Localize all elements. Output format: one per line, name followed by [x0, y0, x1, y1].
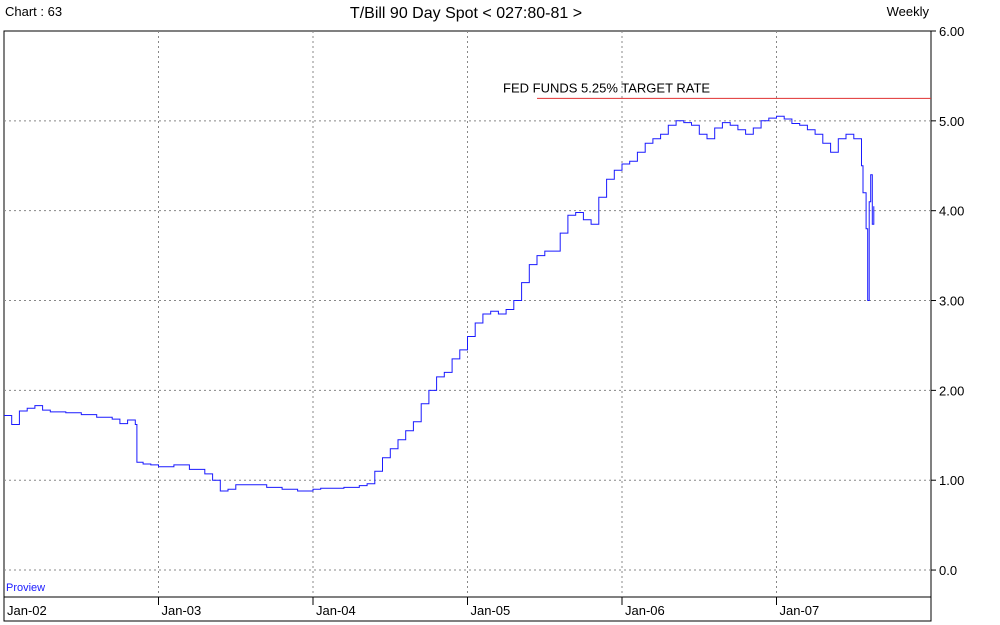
annotation-group: FED FUNDS 5.25% TARGET RATE [503, 80, 931, 99]
watermark: Proview [6, 582, 45, 594]
chart-id-label: Chart : 63 [5, 4, 62, 19]
y-axis: 0.0 1.00 2.00 3.00 4.00 5.00 6.00 [931, 24, 964, 578]
y-tick-label: 4.00 [939, 204, 964, 219]
x-tick-label: Jan-02 [7, 603, 47, 618]
series-group [4, 115, 875, 492]
fed-funds-annotation-label: FED FUNDS 5.25% TARGET RATE [503, 80, 710, 95]
y-tick-label: 1.00 [939, 473, 964, 488]
tbill-series-line [4, 115, 875, 492]
y-tick-label: 0.0 [939, 563, 957, 578]
y-tick-label: 3.00 [939, 294, 964, 309]
chart-title: T/Bill 90 Day Spot < 027:80-81 > [350, 5, 582, 22]
y-tick-label: 5.00 [939, 114, 964, 129]
x-tick-label: Jan-05 [471, 603, 511, 618]
y-tick-label: 6.00 [939, 24, 964, 39]
x-tick-label: Jan-06 [625, 603, 665, 618]
period-label: Weekly [887, 4, 930, 19]
x-tick-label: Jan-03 [162, 603, 202, 618]
x-tick-label: Jan-04 [316, 603, 356, 618]
grid-lines [4, 31, 931, 597]
x-tick-label: Jan-07 [780, 603, 820, 618]
x-axis: Jan-02 Jan-03 Jan-04 Jan-05 Jan-06 Jan-07 [3, 597, 932, 618]
y-tick-label: 2.00 [939, 383, 964, 398]
